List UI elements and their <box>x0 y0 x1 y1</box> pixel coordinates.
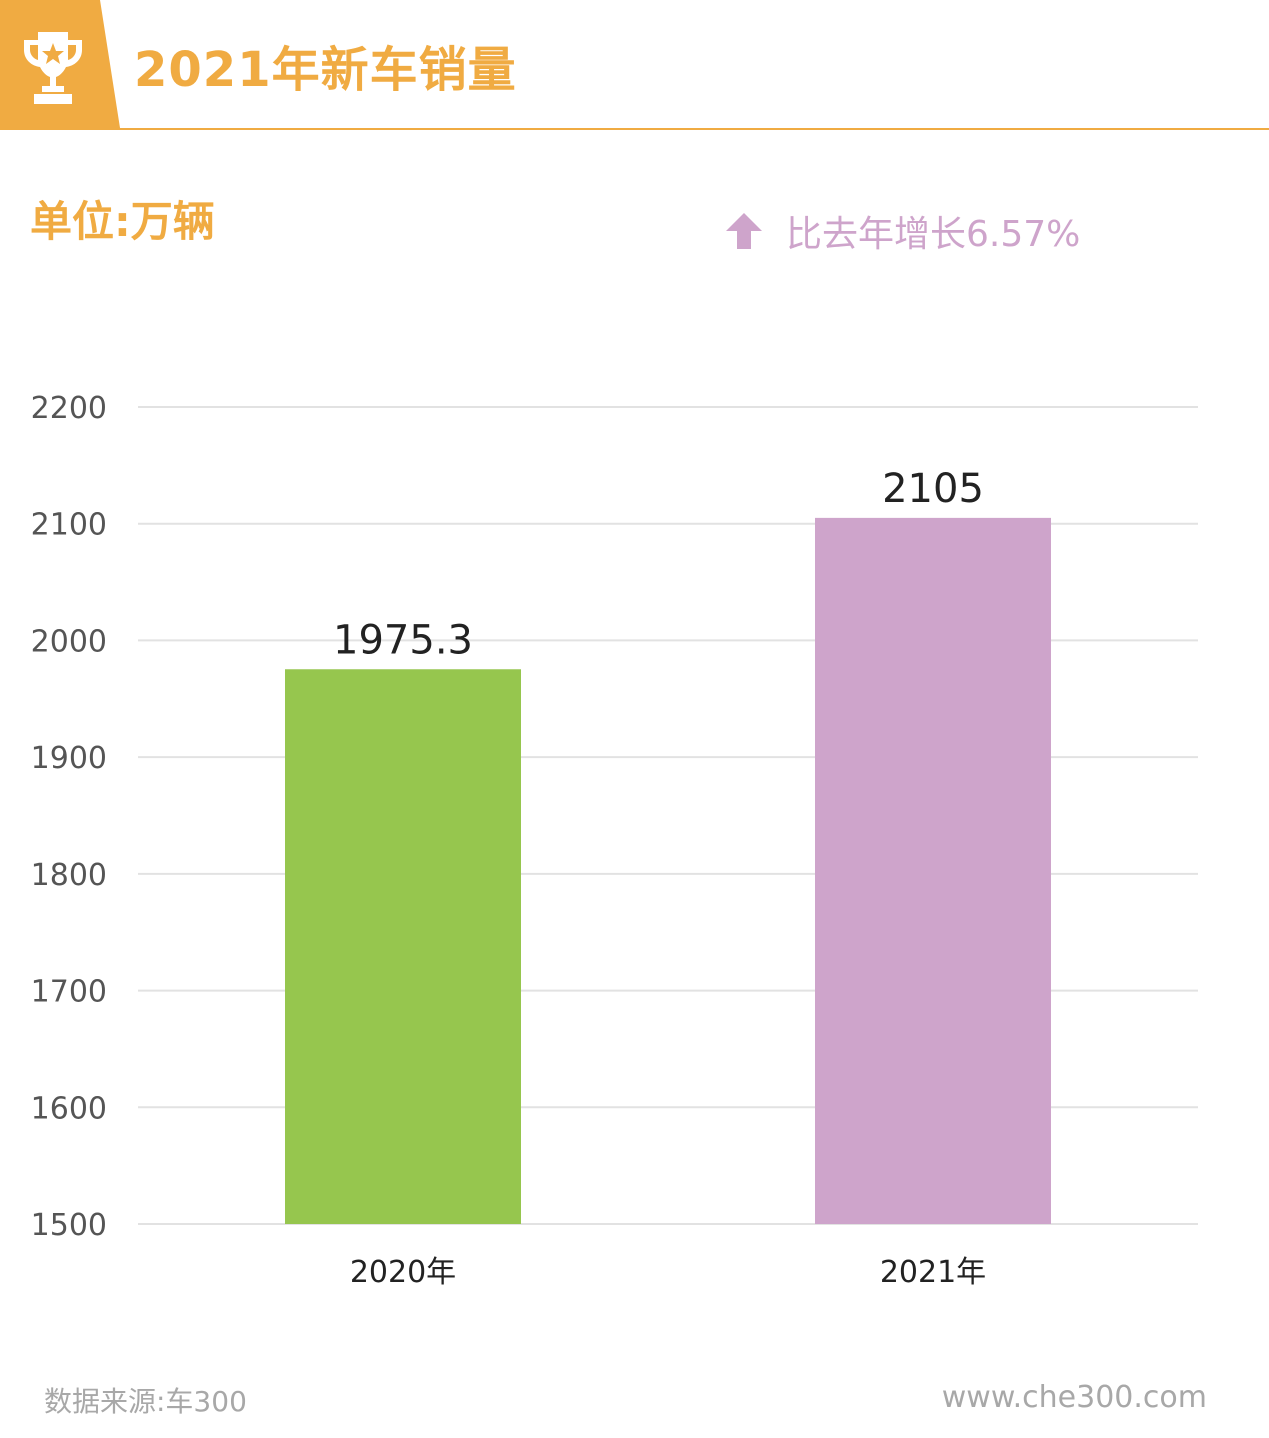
y-tick-label: 1700 <box>31 975 107 1010</box>
header: 2021年新车销量 <box>0 0 1269 130</box>
y-tick-label: 1500 <box>31 1208 107 1243</box>
y-tick-label: 2100 <box>31 508 107 543</box>
page-title: 2021年新车销量 <box>134 42 517 98</box>
bar-value-labels: 1975.3 2105 <box>333 466 984 663</box>
x-category-label: 2020年 <box>350 1255 456 1290</box>
growth-annotation: 比去年增长6.57% <box>724 208 1081 255</box>
header-tab <box>0 0 120 128</box>
up-arrow-icon <box>726 213 762 249</box>
growth-text: 比去年增长6.57% <box>786 214 1081 255</box>
x-axis-category-labels: 2020年 2021年 <box>350 1255 986 1290</box>
trophy-icon <box>24 32 82 104</box>
bar <box>815 517 1051 1224</box>
bar-value-label: 1975.3 <box>333 617 473 663</box>
site-link[interactable]: www.che300.com <box>941 1380 1207 1415</box>
bar-value-label: 2105 <box>882 466 984 512</box>
y-tick-label: 1600 <box>31 1091 107 1126</box>
data-source: 数据来源:车300 <box>44 1385 247 1418</box>
x-category-label: 2021年 <box>880 1255 986 1290</box>
y-tick-label: 2200 <box>31 391 107 426</box>
y-axis-tick-labels: 1500 1600 1700 1800 1900 2000 2100 2200 <box>31 391 107 1243</box>
header-underline <box>0 128 1269 130</box>
y-tick-label: 2000 <box>31 624 107 659</box>
y-tick-label: 1900 <box>31 741 107 776</box>
unit-label: 单位:万辆 <box>30 197 215 246</box>
bar <box>285 669 521 1224</box>
bars <box>285 517 1051 1224</box>
y-tick-label: 1800 <box>31 858 107 893</box>
